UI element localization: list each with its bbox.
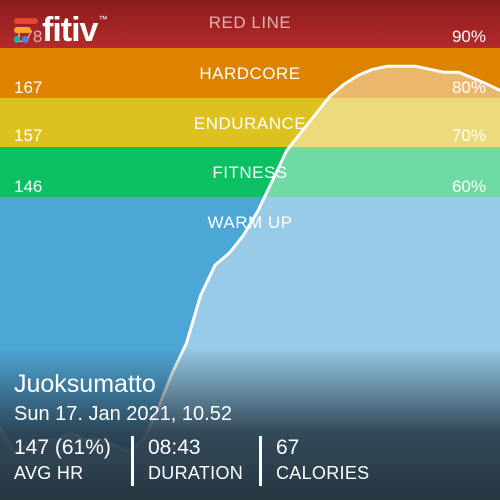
stat-avg-hr-label: AVG HR (14, 463, 84, 483)
zone-hr-endurance: 157 (14, 126, 43, 145)
zone-label-endurance: ENDURANCE (193, 114, 307, 133)
stat-divider (131, 436, 134, 486)
stat-divider (259, 436, 262, 486)
zone-label-hardcore: HARDCORE (199, 64, 301, 83)
zone-endurance: ENDURANCE 157 70% (0, 98, 500, 147)
workout-summary-panel (0, 350, 500, 500)
zone-hr-hardcore: 167 (14, 78, 43, 97)
stat-duration-value: 08:43 (148, 436, 201, 459)
stat-duration: 08:43 DURATION (148, 436, 243, 484)
workout-date: Sun 17. Jan 2021, 10.52 (14, 403, 232, 425)
zone-label-warm-up: WARM UP (207, 213, 293, 232)
zone-pct-fitness: 60% (452, 177, 486, 197)
zone-hr-fitness: 146 (14, 177, 43, 196)
zone-pct-endurance: 70% (452, 126, 486, 146)
stat-avg-hr-value: 147 (61%) (14, 436, 111, 459)
stat-calories-label: CALORIES (276, 463, 370, 483)
zone-pct-red-line: 90% (451, 27, 486, 46)
fitiv-logo: fitiv ™ (12, 10, 107, 50)
zone-hardcore: HARDCORE 167 80% (0, 48, 500, 98)
workout-title: Juoksumatto (14, 370, 156, 398)
stat-calories: 67 CALORIES (276, 436, 369, 484)
stat-calories-value: 67 (276, 436, 300, 459)
zone-pct-hardcore: 80% (452, 78, 486, 98)
zone-label-fitness: FITNESS (212, 163, 288, 182)
logo-wordmark: fitiv (42, 11, 98, 49)
zone-fitness: FITNESS 146 60% (0, 147, 500, 197)
fitiv-logo-icon (14, 18, 38, 43)
stat-avg-hr: 147 (61%) AVG HR (14, 436, 111, 484)
zone-label-red-line: RED LINE (208, 13, 292, 32)
trademark-mark: ™ (98, 14, 108, 24)
stat-duration-label: DURATION (148, 463, 244, 483)
